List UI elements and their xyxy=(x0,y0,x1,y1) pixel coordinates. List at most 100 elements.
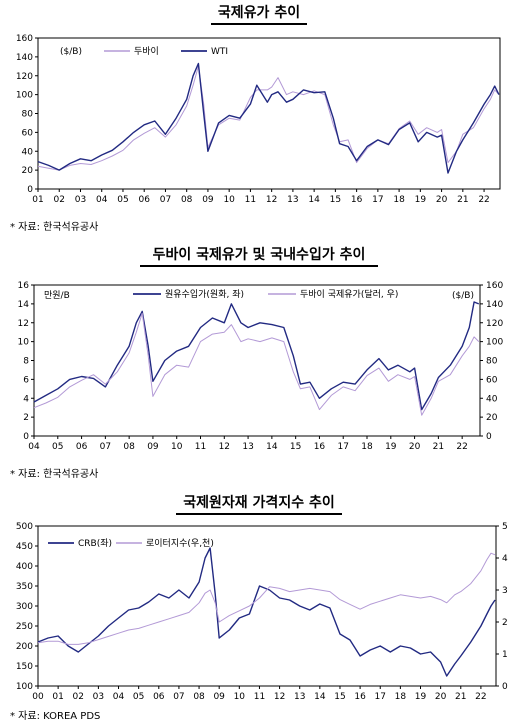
x-tick-label: 08 xyxy=(181,195,193,205)
chart-1-title: 국제유가 추이 xyxy=(217,5,301,21)
y-tick-label: 300 xyxy=(16,602,33,612)
x-tick-label: 07 xyxy=(160,195,171,205)
chart-2-source: * 자료: 한국석유공사 xyxy=(10,469,99,480)
x-tick-label: 03 xyxy=(75,195,86,205)
x-tick-label: 09 xyxy=(202,195,214,205)
x-tick-label: 08 xyxy=(193,692,205,702)
y-tick-label: 140 xyxy=(16,53,33,63)
y2-tick-label: 4 xyxy=(502,554,508,564)
x-tick-label: 19 xyxy=(415,195,427,205)
legend-label: 로이터지수(우,천) xyxy=(146,538,214,549)
y-tick-label: 16 xyxy=(18,281,30,291)
y2-tick-label: 3 xyxy=(502,586,508,596)
x-tick-label: 04 xyxy=(96,195,108,205)
y2-tick-label: 100 xyxy=(486,338,503,348)
chart-1-source: * 자료: 한국석유공사 xyxy=(10,222,99,233)
unit-label: ($/B) xyxy=(60,47,82,57)
y-tick-label: 100 xyxy=(16,682,33,692)
x-tick-label: 10 xyxy=(171,442,183,452)
y-tick-label: 350 xyxy=(16,582,33,592)
x-tick-label: 21 xyxy=(457,195,468,205)
y2-tick-label: 0 xyxy=(502,682,508,692)
x-tick-label: 04 xyxy=(28,442,40,452)
y-tick-label: 150 xyxy=(16,662,33,672)
y2-tick-label: 5 xyxy=(502,522,508,532)
y2-tick-label: 0 xyxy=(486,432,492,442)
y2-tick-label: 2 xyxy=(502,618,508,628)
y-tick-label: 250 xyxy=(16,622,33,632)
chart-1-title-underline xyxy=(211,23,307,25)
x-tick-label: 01 xyxy=(52,692,63,702)
x-tick-label: 17 xyxy=(338,442,349,452)
x-tick-label: 11 xyxy=(245,195,256,205)
legend-label: WTI xyxy=(211,47,228,57)
x-tick-label: 01 xyxy=(32,195,43,205)
series-line xyxy=(33,301,480,411)
y-tick-label: 500 xyxy=(16,522,33,532)
y-tick-label: 40 xyxy=(22,147,34,157)
y-tick-label: 4 xyxy=(23,394,29,404)
x-tick-label: 04 xyxy=(113,692,125,702)
x-tick-label: 13 xyxy=(287,195,298,205)
legend-label: 두바이 국제유가(달러, 우) xyxy=(300,288,398,300)
y-tick-label: 10 xyxy=(18,338,30,348)
x-tick-label: 21 xyxy=(433,442,444,452)
x-tick-label: 12 xyxy=(274,692,285,702)
x-tick-label: 16 xyxy=(351,195,363,205)
x-tick-label: 15 xyxy=(290,442,301,452)
x-tick-label: 21 xyxy=(455,692,466,702)
x-tick-label: 00 xyxy=(32,692,44,702)
y-tick-label: 400 xyxy=(16,562,33,572)
y2-tick-label: 40 xyxy=(486,394,498,404)
chart-2-title-underline xyxy=(140,265,378,267)
y-tick-label: 14 xyxy=(18,300,30,310)
y-tick-label: 0 xyxy=(27,185,33,195)
chart-2-title: 두바이 국제유가 및 국내수입가 추이 xyxy=(152,247,366,263)
x-tick-label: 02 xyxy=(54,195,65,205)
x-tick-label: 09 xyxy=(147,442,159,452)
x-tick-label: 15 xyxy=(330,195,341,205)
x-tick-label: 14 xyxy=(308,195,320,205)
x-tick-label: 19 xyxy=(385,442,397,452)
x-tick-label: 15 xyxy=(334,692,345,702)
chart-1-svg: 0 20 40 60 80 100 120 140 160 01 02 03 04 05 06 07 08 09 1… xyxy=(16,34,501,205)
y-tick-label: 60 xyxy=(22,128,34,138)
x-tick-label: 13 xyxy=(294,692,305,702)
x-tick-label: 03 xyxy=(93,692,104,702)
x-tick-label: 13 xyxy=(242,442,253,452)
y-tick-label: 120 xyxy=(16,72,33,82)
x-tick-label: 22 xyxy=(475,692,486,702)
legend-label: 두바이 xyxy=(134,46,159,57)
y-tick-label: 200 xyxy=(16,642,33,652)
x-tick-label: 18 xyxy=(393,195,405,205)
x-tick-label: 14 xyxy=(314,692,326,702)
x-tick-label: 06 xyxy=(153,692,165,702)
legend-label: 원유수입가(원화, 좌) xyxy=(165,288,244,300)
x-tick-label: 19 xyxy=(415,692,427,702)
x-tick-label: 10 xyxy=(223,195,235,205)
series-line xyxy=(37,547,496,677)
x-tick-label: 07 xyxy=(173,692,184,702)
legend-label: CRB(좌) xyxy=(78,538,112,549)
y-tick-label: 450 xyxy=(16,542,33,552)
x-tick-label: 16 xyxy=(314,442,326,452)
x-tick-label: 11 xyxy=(195,442,206,452)
series-line xyxy=(37,65,500,171)
unit-left-label: 만원/B xyxy=(44,290,70,301)
chart-3-title: 국제원자재 가격지수 추이 xyxy=(183,495,335,511)
x-tick-label: 20 xyxy=(435,692,447,702)
x-tick-label: 18 xyxy=(395,692,407,702)
x-tick-label: 06 xyxy=(138,195,150,205)
y2-tick-label: 160 xyxy=(486,281,503,291)
x-tick-label: 22 xyxy=(456,442,467,452)
x-tick-label: 12 xyxy=(266,195,277,205)
y-tick-label: 80 xyxy=(22,110,34,120)
y-tick-label: 20 xyxy=(22,166,34,176)
y2-tick-label: 120 xyxy=(486,319,503,329)
x-tick-label: 12 xyxy=(219,442,230,452)
x-tick-label: 20 xyxy=(436,195,448,205)
y2-tick-label: 20 xyxy=(486,413,498,423)
chart-3-title-underline xyxy=(176,513,342,515)
series-line xyxy=(33,312,480,416)
